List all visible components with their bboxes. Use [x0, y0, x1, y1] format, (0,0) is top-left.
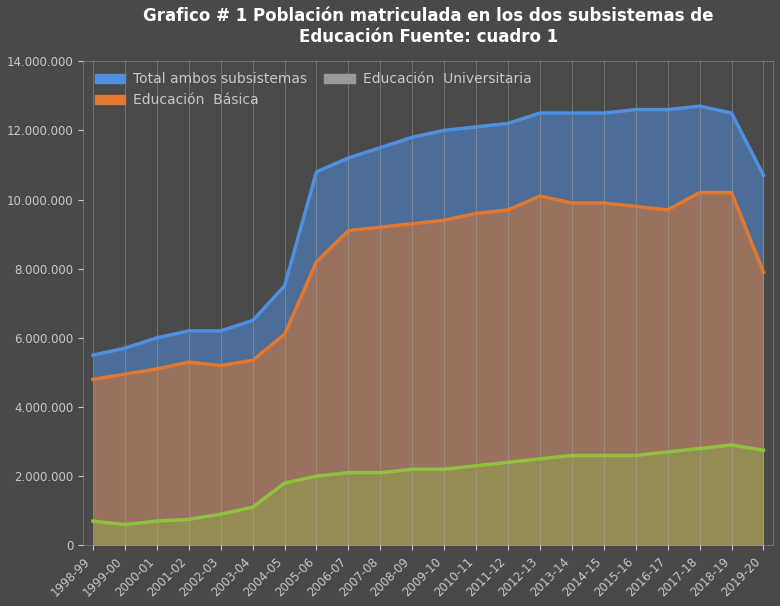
Educación  Universitaria: [312, 473, 321, 480]
Total ambos subsistemas: [216, 327, 225, 335]
Educación  Básica: [216, 362, 225, 369]
Total ambos subsistemas: [152, 334, 161, 341]
Total ambos subsistemas: [535, 110, 544, 117]
Educación  Básica: [248, 357, 257, 364]
Educación  Básica: [376, 224, 385, 231]
Educación  Universitaria: [344, 469, 353, 476]
Educación  Básica: [759, 268, 768, 276]
Total ambos subsistemas: [503, 120, 512, 127]
Educación  Básica: [152, 365, 161, 373]
Total ambos subsistemas: [280, 282, 289, 290]
Educación  Universitaria: [503, 459, 512, 466]
Title: Grafico # 1 Población matriculada en los dos subsistemas de
Educación Fuente: cu: Grafico # 1 Población matriculada en los…: [143, 7, 714, 45]
Educación  Básica: [535, 193, 544, 200]
Total ambos subsistemas: [439, 127, 448, 134]
Educación  Universitaria: [727, 441, 736, 448]
Educación  Básica: [408, 220, 417, 227]
Educación  Básica: [567, 199, 576, 207]
Total ambos subsistemas: [567, 110, 576, 117]
Total ambos subsistemas: [695, 102, 704, 110]
Educación  Universitaria: [88, 518, 98, 525]
Educación  Universitaria: [120, 521, 129, 528]
Educación  Básica: [439, 216, 448, 224]
Educación  Básica: [184, 358, 193, 365]
Educación  Universitaria: [280, 479, 289, 487]
Educación  Básica: [280, 331, 289, 338]
Total ambos subsistemas: [312, 168, 321, 176]
Educación  Universitaria: [631, 451, 640, 459]
Educación  Universitaria: [248, 504, 257, 511]
Educación  Universitaria: [599, 451, 608, 459]
Educación  Universitaria: [376, 469, 385, 476]
Educación  Universitaria: [184, 516, 193, 523]
Educación  Básica: [344, 227, 353, 235]
Total ambos subsistemas: [663, 106, 672, 113]
Total ambos subsistemas: [88, 351, 98, 359]
Educación  Universitaria: [216, 511, 225, 518]
Total ambos subsistemas: [248, 317, 257, 324]
Educación  Básica: [503, 206, 512, 213]
Educación  Universitaria: [439, 465, 448, 473]
Total ambos subsistemas: [599, 110, 608, 117]
Educación  Universitaria: [408, 465, 417, 473]
Total ambos subsistemas: [471, 123, 480, 130]
Line: Educación  Universitaria: Educación Universitaria: [93, 445, 764, 525]
Educación  Universitaria: [471, 462, 480, 470]
Educación  Universitaria: [567, 451, 576, 459]
Total ambos subsistemas: [727, 110, 736, 117]
Legend: Total ambos subsistemas, Educación  Básica, Educación  Universitaria: Total ambos subsistemas, Educación Básic…: [90, 68, 536, 112]
Educación  Universitaria: [759, 447, 768, 454]
Line: Educación  Básica: Educación Básica: [93, 193, 764, 379]
Educación  Universitaria: [663, 448, 672, 456]
Educación  Universitaria: [152, 518, 161, 525]
Total ambos subsistemas: [184, 327, 193, 335]
Educación  Básica: [727, 189, 736, 196]
Educación  Básica: [471, 210, 480, 217]
Educación  Básica: [312, 258, 321, 265]
Line: Total ambos subsistemas: Total ambos subsistemas: [93, 106, 764, 355]
Total ambos subsistemas: [408, 134, 417, 141]
Educación  Básica: [695, 189, 704, 196]
Total ambos subsistemas: [631, 106, 640, 113]
Total ambos subsistemas: [344, 155, 353, 162]
Educación  Básica: [663, 206, 672, 213]
Educación  Básica: [120, 370, 129, 378]
Educación  Universitaria: [695, 445, 704, 452]
Total ambos subsistemas: [759, 171, 768, 179]
Educación  Básica: [631, 203, 640, 210]
Educación  Básica: [599, 199, 608, 207]
Educación  Universitaria: [535, 455, 544, 462]
Total ambos subsistemas: [120, 345, 129, 352]
Total ambos subsistemas: [376, 144, 385, 152]
Educación  Básica: [88, 376, 98, 383]
